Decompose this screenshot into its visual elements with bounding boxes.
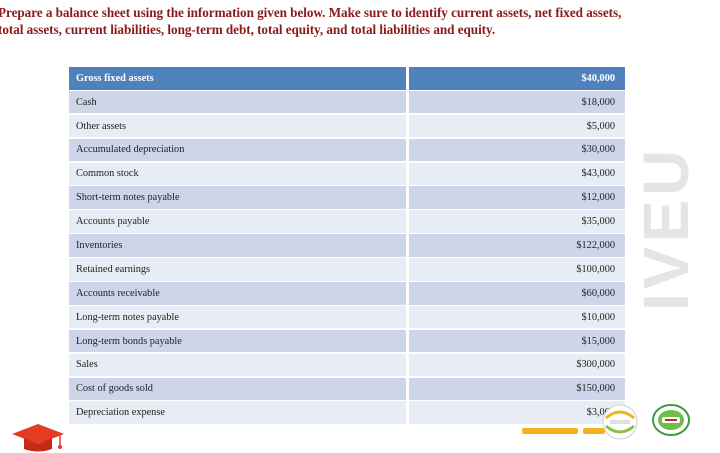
table-row: Short-term notes payable $12,000 bbox=[69, 186, 625, 210]
row-value: $12,000 bbox=[409, 186, 625, 210]
table-row: Depreciation expense $3,000 bbox=[69, 401, 625, 425]
row-label: Accounts payable bbox=[69, 210, 406, 234]
table-row: Inventories $122,000 bbox=[69, 234, 625, 258]
seal-logo-icon bbox=[652, 404, 690, 436]
row-label: Short-term notes payable bbox=[69, 186, 406, 210]
table-row: Accumulated depreciation $30,000 bbox=[69, 138, 625, 163]
table-row: Cash $18,000 bbox=[69, 90, 625, 115]
balance-data-table: Gross fixed assets $40,000 Cash $18,000 … bbox=[69, 67, 625, 425]
row-label: Common stock bbox=[69, 162, 406, 187]
row-value: $100,000 bbox=[409, 258, 625, 282]
progress-bar-accent-short bbox=[583, 428, 605, 434]
question-line-2: total assets, current liabilities, long-… bbox=[0, 22, 496, 37]
row-label: Inventories bbox=[69, 234, 406, 258]
question-text: Prepare a balance sheet using the inform… bbox=[0, 4, 720, 38]
watermark: IVEU bbox=[630, 145, 702, 311]
table-row: Retained earnings $100,000 bbox=[69, 258, 625, 282]
row-label: Cash bbox=[69, 90, 406, 115]
table-row: Long-term notes payable $10,000 bbox=[69, 305, 625, 330]
table-row: Accounts receivable $60,000 bbox=[69, 282, 625, 306]
row-label: Long-term notes payable bbox=[69, 305, 406, 330]
row-value: $43,000 bbox=[409, 162, 625, 187]
row-label: Accumulated depreciation bbox=[69, 138, 406, 163]
badge-logo-icon bbox=[602, 404, 638, 440]
row-value: $3,000 bbox=[409, 401, 625, 425]
row-label: Accounts receivable bbox=[69, 282, 406, 306]
row-label: Other assets bbox=[69, 114, 406, 139]
row-value: $18,000 bbox=[409, 90, 625, 115]
row-value: $300,000 bbox=[409, 353, 625, 378]
row-value: $35,000 bbox=[409, 210, 625, 234]
row-value: $15,000 bbox=[409, 329, 625, 354]
question-line-1: Prepare a balance sheet using the inform… bbox=[0, 5, 622, 20]
row-value: $5,000 bbox=[409, 114, 625, 139]
table-row: Long-term bonds payable $15,000 bbox=[69, 329, 625, 354]
row-label: Retained earnings bbox=[69, 258, 406, 282]
row-label: Cost of goods sold bbox=[69, 377, 406, 402]
row-value: $10,000 bbox=[409, 305, 625, 330]
table-row: Accounts payable $35,000 bbox=[69, 210, 625, 234]
row-value: $60,000 bbox=[409, 282, 625, 306]
table-header-row: Gross fixed assets $40,000 bbox=[69, 67, 625, 91]
graduation-cap-icon bbox=[12, 424, 64, 452]
progress-bar-accent bbox=[522, 428, 578, 434]
table-row: Cost of goods sold $150,000 bbox=[69, 377, 625, 402]
row-label: Long-term bonds payable bbox=[69, 329, 406, 354]
row-value: $30,000 bbox=[409, 138, 625, 163]
row-label: Sales bbox=[69, 353, 406, 378]
table-row: Other assets $5,000 bbox=[69, 114, 625, 139]
row-label: Depreciation expense bbox=[69, 401, 406, 425]
table-header-label: Gross fixed assets bbox=[69, 67, 406, 91]
row-value: $150,000 bbox=[409, 377, 625, 402]
table-row: Common stock $43,000 bbox=[69, 162, 625, 187]
table-header-value: $40,000 bbox=[409, 67, 625, 91]
row-value: $122,000 bbox=[409, 234, 625, 258]
table-row: Sales $300,000 bbox=[69, 353, 625, 378]
